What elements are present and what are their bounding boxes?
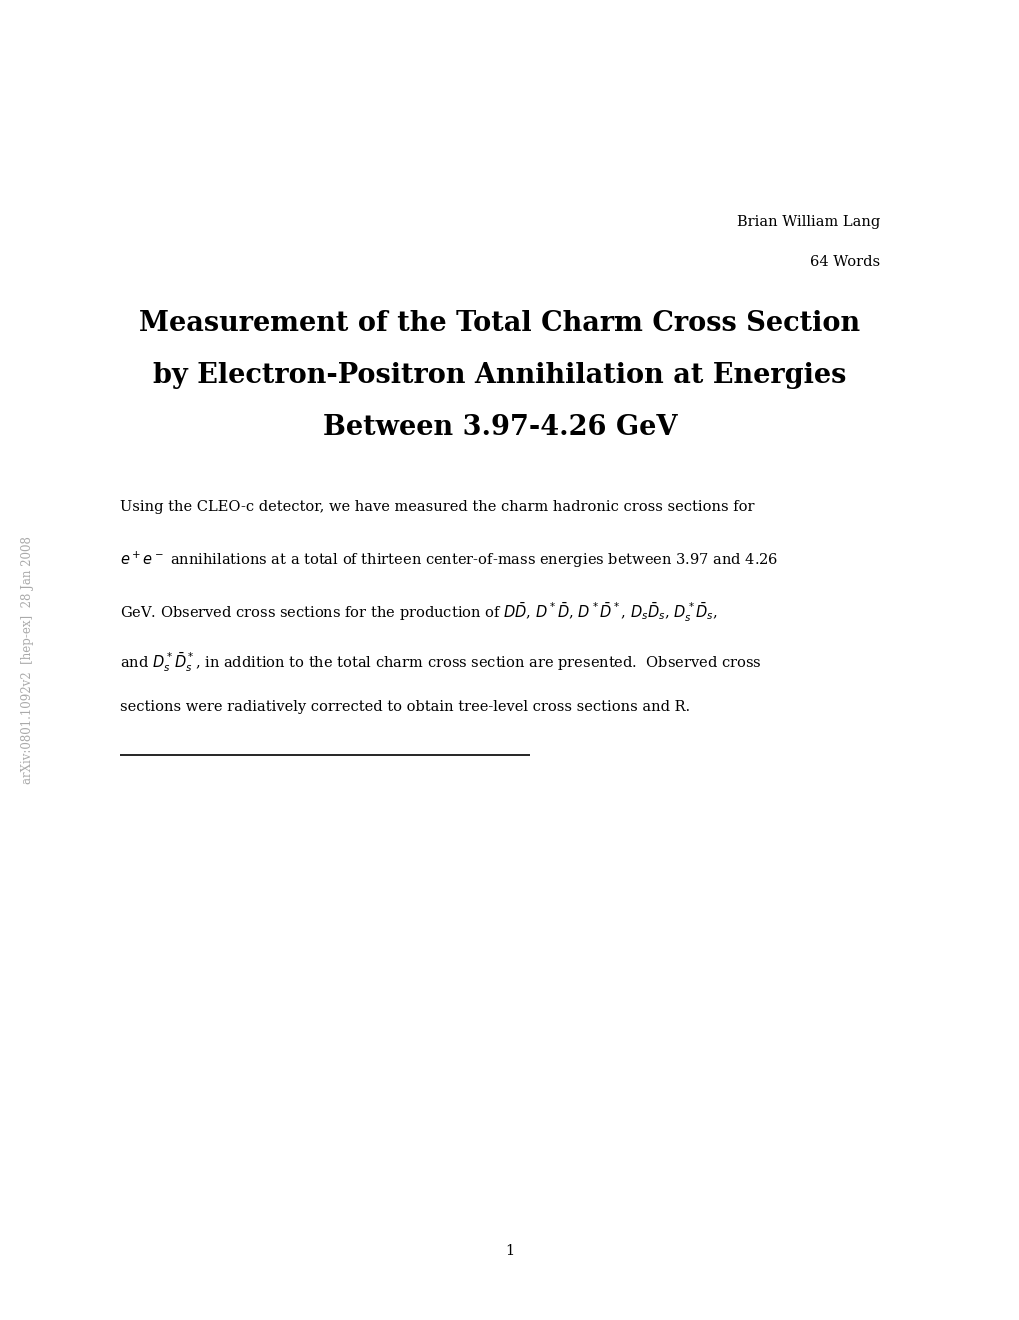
Text: arXiv:0801.1092v2  [hep-ex]  28 Jan 2008: arXiv:0801.1092v2 [hep-ex] 28 Jan 2008 <box>21 536 35 784</box>
Text: 64 Words: 64 Words <box>809 255 879 269</box>
Text: and $D_s^*\bar{D}_s^*$, in addition to the total charm cross section are present: and $D_s^*\bar{D}_s^*$, in addition to t… <box>120 649 761 673</box>
Text: by Electron-Positron Annihilation at Energies: by Electron-Positron Annihilation at Ene… <box>153 362 846 389</box>
Text: Measurement of the Total Charm Cross Section: Measurement of the Total Charm Cross Sec… <box>140 310 860 337</box>
Text: sections were radiatively corrected to obtain tree-level cross sections and R.: sections were radiatively corrected to o… <box>120 700 690 714</box>
Text: 1: 1 <box>505 1243 514 1258</box>
Text: $e^+e^-$ annihilations at a total of thirteen center-of-mass energies between 3.: $e^+e^-$ annihilations at a total of thi… <box>120 550 777 570</box>
Text: Between 3.97-4.26 GeV: Between 3.97-4.26 GeV <box>322 414 677 441</box>
Text: Using the CLEO-c detector, we have measured the charm hadronic cross sections fo: Using the CLEO-c detector, we have measu… <box>120 500 754 513</box>
Text: Brian William Lang: Brian William Lang <box>736 215 879 228</box>
Text: GeV. Observed cross sections for the production of $D\bar{D}$, $D^*\bar{D}$, $D^: GeV. Observed cross sections for the pro… <box>120 601 717 623</box>
